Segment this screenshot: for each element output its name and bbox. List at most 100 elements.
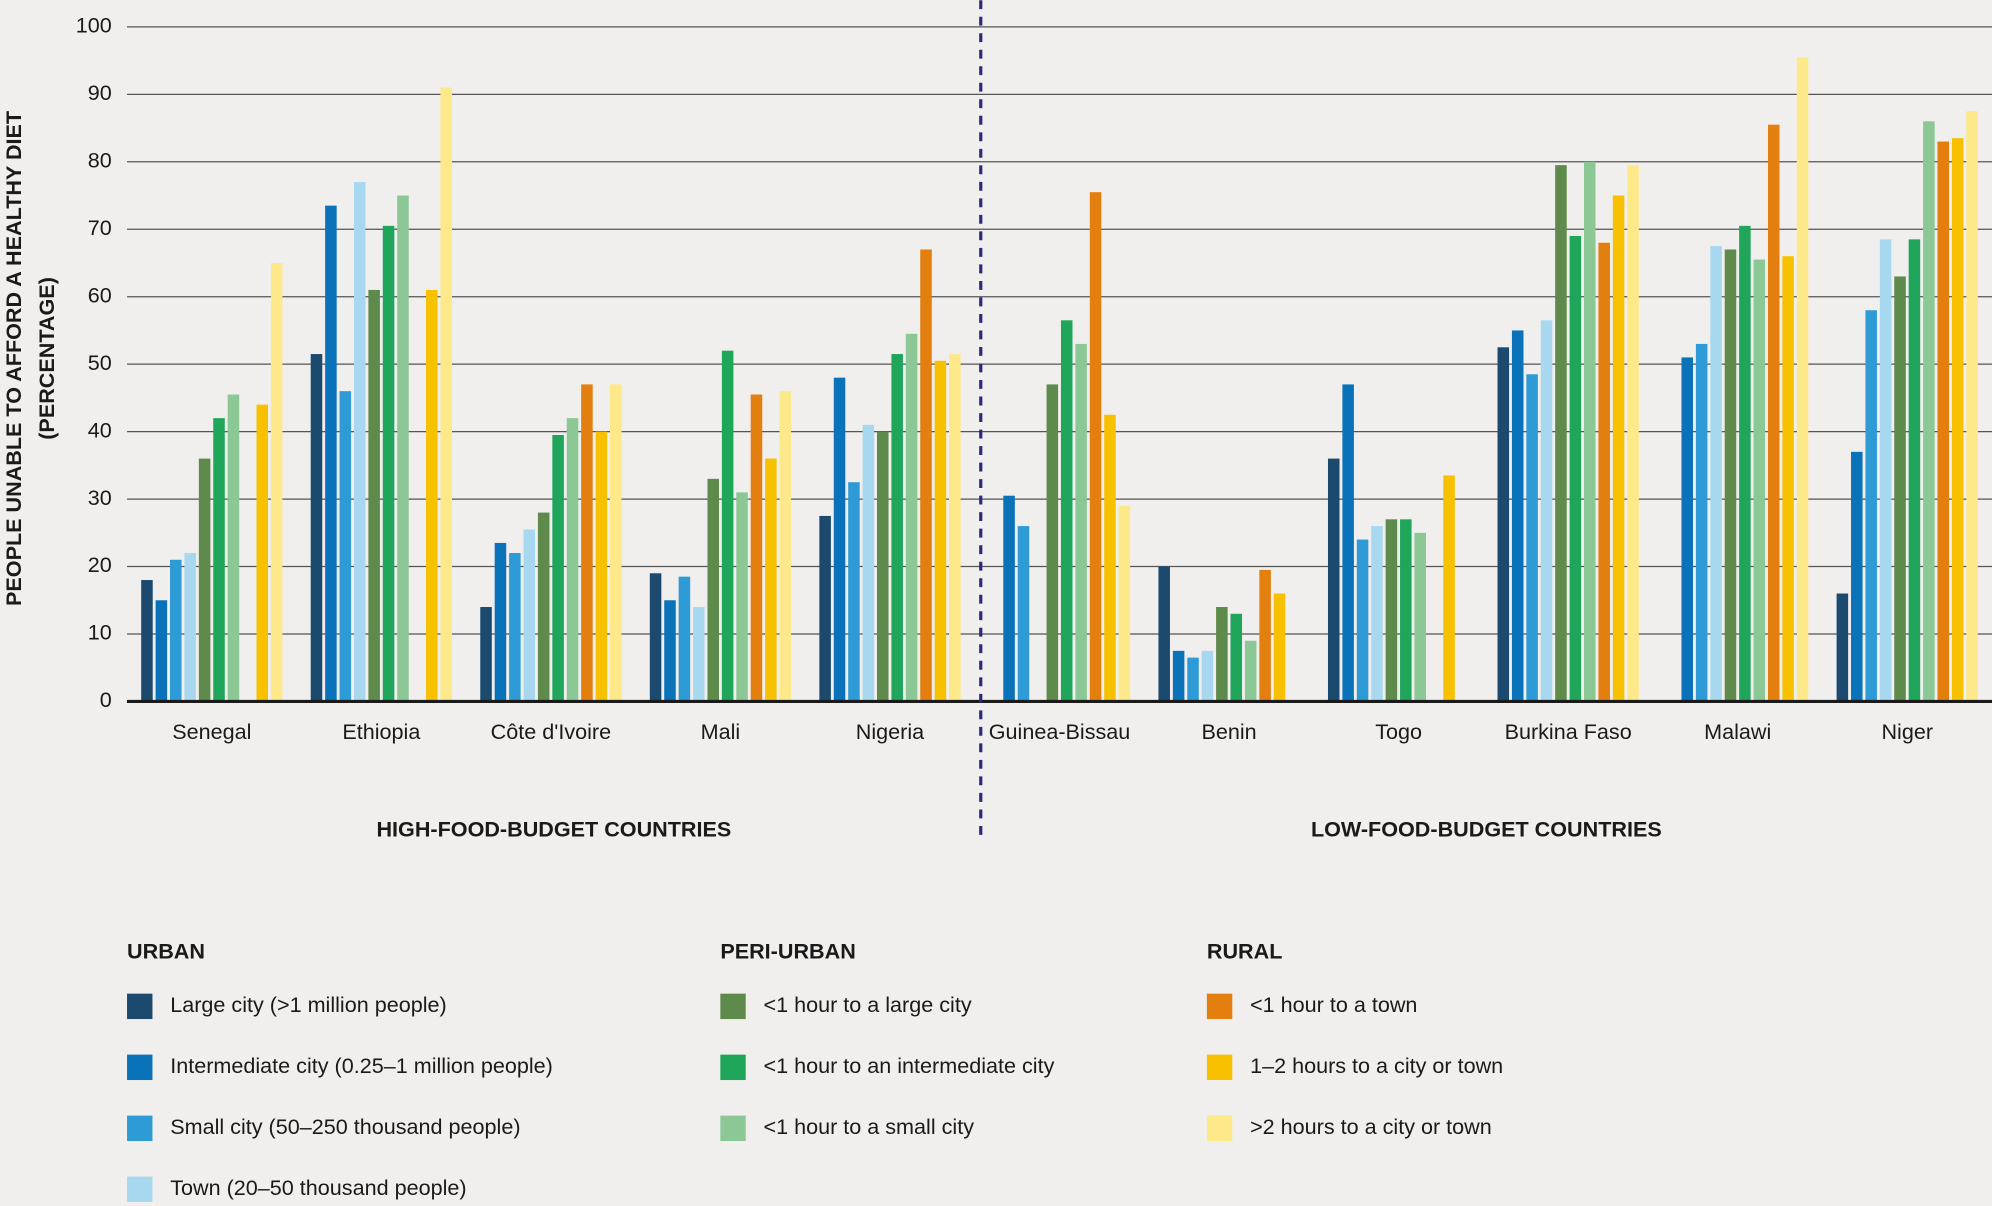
- bar: [1753, 259, 1766, 702]
- bar: [1695, 343, 1708, 702]
- bar: [270, 262, 283, 702]
- bar: [905, 333, 918, 702]
- legend-label: 1–2 hours to a city or town: [1250, 1053, 1503, 1078]
- bar: [1908, 239, 1921, 702]
- bar: [891, 354, 903, 702]
- x-tick-label: Nigeria: [856, 719, 924, 744]
- bar: [1796, 57, 1809, 702]
- bar: [877, 431, 889, 702]
- bar: [310, 354, 323, 702]
- y-tick-label: 30: [88, 485, 112, 510]
- bar: [1497, 347, 1510, 702]
- bar: [1342, 384, 1354, 702]
- bar: [1003, 495, 1015, 702]
- legend-label: <1 hour to a small city: [764, 1114, 975, 1139]
- bar: [736, 492, 748, 702]
- x-tick-label: Senegal: [172, 719, 251, 744]
- bar: [397, 195, 409, 702]
- bar: [609, 384, 622, 702]
- bar: [779, 391, 792, 702]
- bar: [721, 350, 734, 702]
- legend-label: <1 hour to an intermediate city: [764, 1053, 1055, 1078]
- legend-swatch: [127, 1115, 153, 1142]
- legend-group-title: PERI-URBAN: [720, 939, 855, 964]
- bar: [1414, 532, 1426, 702]
- bar: [170, 559, 182, 702]
- bar: [1923, 121, 1935, 702]
- y-tick-label: 60: [88, 282, 112, 307]
- bar: [693, 607, 705, 702]
- bar: [1089, 192, 1102, 702]
- legend-swatch: [127, 1176, 153, 1202]
- legend-group-title: RURAL: [1207, 939, 1283, 964]
- bar: [1385, 519, 1398, 702]
- bar: [1259, 569, 1271, 702]
- bar: [339, 391, 352, 702]
- legend-label: <1 hour to a town: [1250, 992, 1417, 1017]
- legend-swatch: [720, 993, 746, 1020]
- legend-label: <1 hour to a large city: [764, 992, 972, 1017]
- bar: [1060, 320, 1073, 702]
- bar: [1612, 195, 1625, 702]
- bar: [213, 418, 225, 702]
- bar: [1879, 239, 1892, 702]
- group-label: HIGH-FOOD-BUDGET COUNTRIES: [376, 817, 731, 842]
- bar: [595, 431, 608, 702]
- legend-swatch: [1206, 993, 1233, 1020]
- bar: [1966, 111, 1978, 702]
- legend-swatch: [1206, 1054, 1233, 1081]
- bar: [1511, 330, 1524, 702]
- y-tick-label: 90: [88, 80, 112, 105]
- bar: [1017, 526, 1030, 702]
- y-tick-label: 0: [100, 687, 112, 712]
- bar: [1273, 593, 1286, 702]
- bar: [1569, 235, 1582, 702]
- bar: [1555, 165, 1567, 702]
- y-tick-label: 100: [76, 13, 112, 38]
- bar: [325, 205, 337, 702]
- bar: [1075, 343, 1087, 702]
- bar: [1627, 165, 1639, 702]
- bar: [1216, 607, 1228, 702]
- bar: [750, 394, 763, 702]
- y-axis-label: (PERCENTAGE): [34, 277, 59, 440]
- bar: [1584, 161, 1596, 702]
- bar: [494, 542, 507, 702]
- bar: [1356, 539, 1369, 702]
- bar: [1187, 657, 1199, 702]
- bar: [1244, 640, 1257, 702]
- bar: [1046, 384, 1059, 702]
- x-tick-label: Burkina Faso: [1505, 719, 1632, 744]
- x-tick-label: Malawi: [1704, 719, 1771, 744]
- legend-label: >2 hours to a city or town: [1250, 1114, 1492, 1139]
- x-tick-label: Ethiopia: [342, 719, 420, 744]
- bar: [426, 289, 438, 702]
- y-tick-label: 10: [88, 620, 112, 645]
- legend-group-title: URBAN: [127, 939, 205, 964]
- y-axis-label: PEOPLE UNABLE TO AFFORD A HEALTHY DIET: [1, 111, 26, 606]
- bar: [1598, 242, 1610, 702]
- bar: [934, 360, 947, 702]
- bar: [949, 354, 961, 702]
- bar: [1865, 310, 1877, 702]
- legend-swatch: [127, 1054, 153, 1081]
- bar: [523, 529, 536, 702]
- bar: [1894, 276, 1906, 702]
- bar: [1937, 141, 1950, 702]
- bar: [227, 394, 240, 702]
- bar: [184, 553, 196, 702]
- y-tick-label: 50: [88, 350, 112, 375]
- bar: [537, 512, 550, 702]
- bar: [765, 458, 777, 702]
- group-label: LOW-FOOD-BUDGET COUNTRIES: [1311, 817, 1662, 842]
- bar: [141, 580, 153, 702]
- bar: [1526, 374, 1538, 702]
- bar: [862, 424, 875, 702]
- bar: [581, 384, 593, 702]
- bar: [368, 289, 380, 702]
- y-tick-label: 40: [88, 417, 112, 442]
- bar: [1710, 246, 1722, 702]
- bar: [353, 182, 366, 702]
- y-tick-label: 70: [88, 215, 112, 240]
